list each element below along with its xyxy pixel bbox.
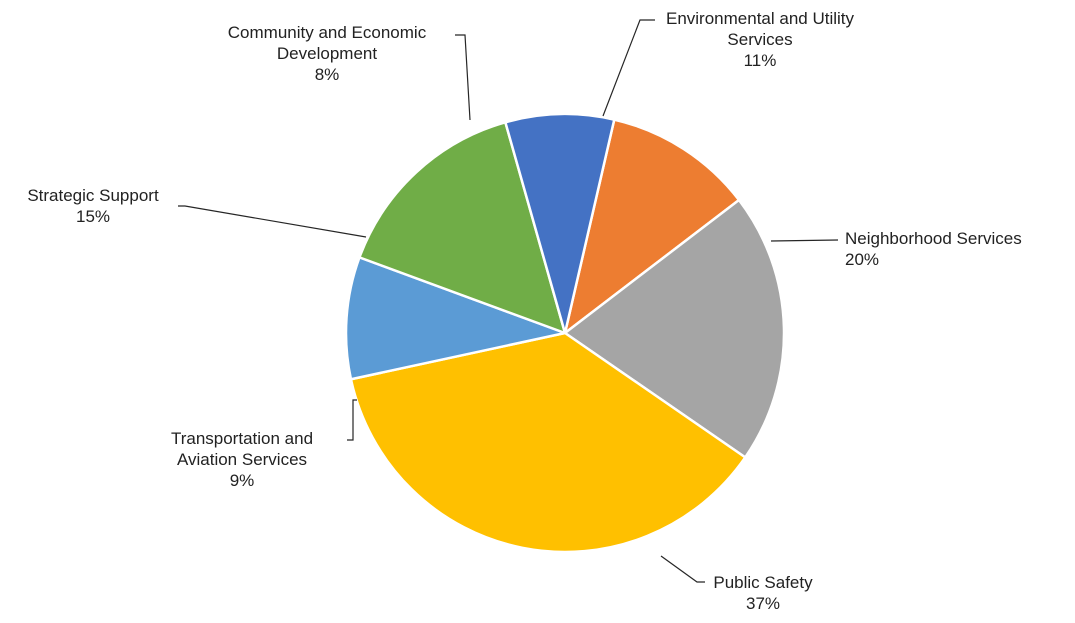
pie-slices xyxy=(344,112,786,554)
leader-line-strategic-support xyxy=(178,205,367,238)
pie-slice-strategic-support xyxy=(358,121,567,335)
leader-line-neighborhood-services xyxy=(770,239,839,242)
pie-slice-public-safety xyxy=(349,331,747,554)
slice-name-label: Strategic Support xyxy=(27,186,159,205)
slice-percent-label: 15% xyxy=(76,207,110,226)
slice-label-transportation-and-aviation-services: Transportation and Aviation Services 9% xyxy=(171,429,313,490)
pie-slice-transportation-and-aviation-services xyxy=(344,256,567,381)
slice-percent-label: 9% xyxy=(230,471,255,490)
slice-label-public-safety: Public Safety 37% xyxy=(713,573,813,613)
slice-name-label: Aviation Services xyxy=(177,450,307,469)
slice-name-label: Development xyxy=(277,44,377,63)
slice-name-label: Services xyxy=(727,30,792,49)
slice-name-label: Environmental and Utility xyxy=(666,9,855,28)
pie-slice-environmental-and-utility-services xyxy=(563,118,741,335)
slice-label-neighborhood-services: Neighborhood Services 20% xyxy=(845,229,1022,269)
slice-name-label: Public Safety xyxy=(713,573,813,592)
slice-percent-label: 37% xyxy=(746,594,780,613)
slice-label-community-and-economic-development: Community and Economic Development 8% xyxy=(228,23,427,84)
leader-line-public-safety xyxy=(660,555,705,583)
slice-label-strategic-support: Strategic Support 15% xyxy=(27,186,159,226)
leader-line-environmental-and-utility-services xyxy=(602,19,655,117)
slice-percent-label: 8% xyxy=(315,65,340,84)
leader-lines xyxy=(178,19,839,583)
slice-name-label: Community and Economic xyxy=(228,23,427,42)
slice-percent-label: 11% xyxy=(744,51,777,70)
leader-line-transportation-and-aviation-services xyxy=(347,399,357,441)
slice-labels: Environmental and Utility Services 11% Neig… xyxy=(27,9,1021,613)
slice-name-label: Neighborhood Services xyxy=(845,229,1022,248)
slice-name-label: Transportation and xyxy=(171,429,313,448)
pie-slice-community-and-economic-development xyxy=(504,112,616,335)
pie-slice-neighborhood-services xyxy=(563,198,786,459)
slice-label-environmental-and-utility-services: Environmental and Utility Services 11% xyxy=(666,9,855,70)
slice-percent-label: 20% xyxy=(845,250,879,269)
leader-line-community-and-economic-development xyxy=(455,34,471,121)
